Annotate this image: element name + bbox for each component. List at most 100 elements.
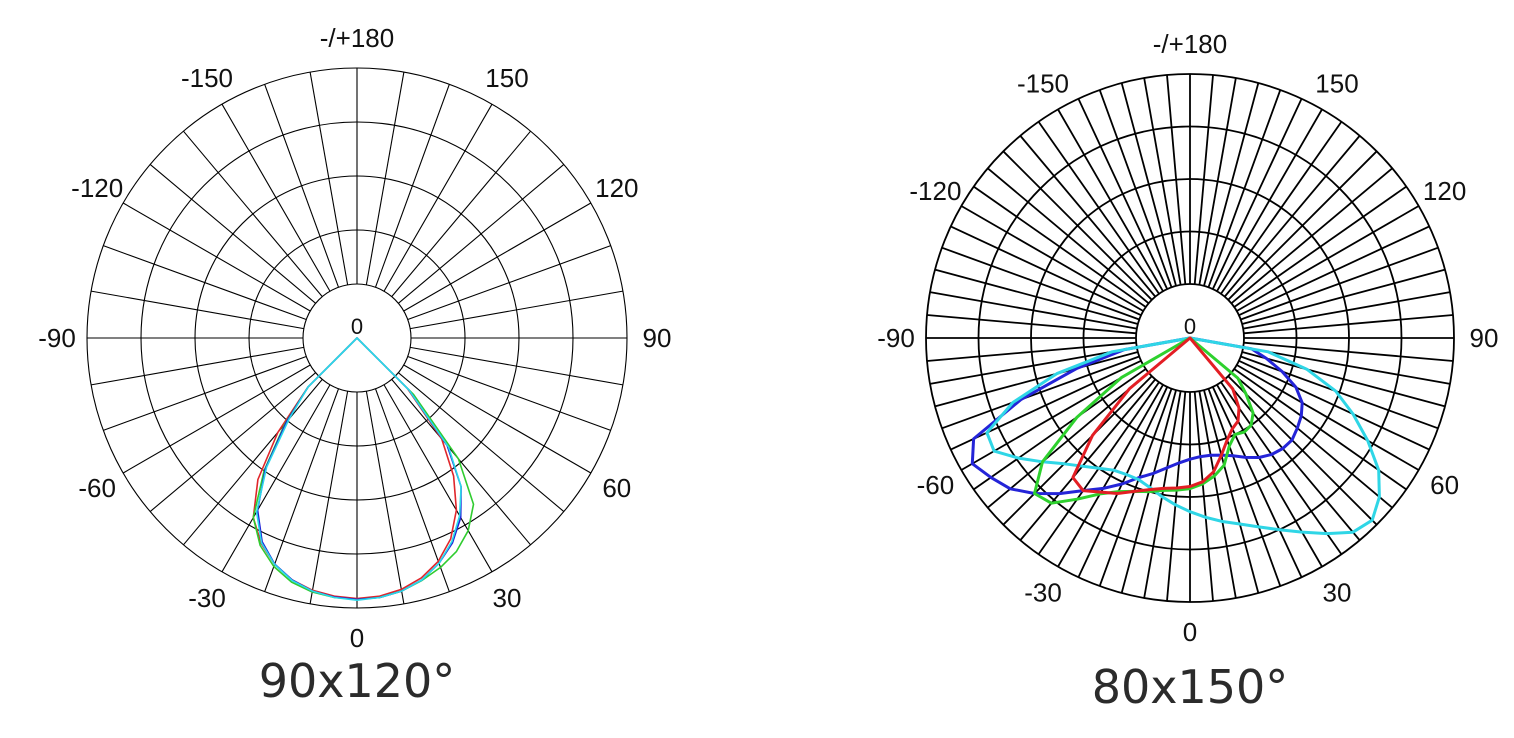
grid-spoke bbox=[1002, 150, 1153, 301]
grid-spoke bbox=[1224, 378, 1361, 541]
grid-spoke bbox=[1241, 268, 1446, 325]
grid-spoke bbox=[264, 388, 340, 592]
angle-label: -120 bbox=[71, 173, 123, 203]
grid-spoke bbox=[407, 355, 611, 431]
grid-spoke bbox=[1243, 291, 1451, 330]
grid-spoke bbox=[950, 360, 1142, 451]
grid-spoke bbox=[934, 268, 1139, 325]
angle-label: -/+180 bbox=[1153, 29, 1227, 59]
grid-spoke bbox=[1120, 82, 1177, 287]
series-curve-1 bbox=[252, 337, 458, 600]
grid-spoke bbox=[1212, 98, 1303, 290]
grid-spoke bbox=[1098, 388, 1173, 587]
grid-spoke bbox=[929, 346, 1137, 385]
grid-spoke bbox=[1207, 89, 1282, 288]
angle-label: 60 bbox=[602, 473, 631, 503]
angle-label: 90 bbox=[643, 323, 672, 353]
angle-label: -/+180 bbox=[320, 23, 394, 53]
grid-spoke bbox=[309, 72, 349, 285]
grid-spoke bbox=[398, 372, 565, 512]
grid-spoke bbox=[374, 84, 450, 288]
grid-spoke bbox=[960, 364, 1144, 471]
grid-spoke bbox=[221, 384, 331, 573]
grid-spoke bbox=[1019, 135, 1156, 298]
grid-spoke bbox=[926, 341, 1137, 362]
grid-spoke bbox=[950, 225, 1142, 316]
grid-spoke bbox=[1203, 389, 1260, 594]
grid-spoke bbox=[103, 355, 307, 431]
grid-spoke bbox=[1057, 108, 1164, 292]
grid-spoke bbox=[1233, 185, 1407, 308]
grid-spoke bbox=[926, 314, 1137, 335]
grid-spoke bbox=[1037, 121, 1160, 295]
grid-spoke bbox=[1193, 74, 1214, 285]
grid-spoke bbox=[149, 164, 316, 304]
grid-spoke bbox=[1227, 375, 1378, 526]
angle-label: 0 bbox=[1183, 617, 1197, 647]
grid-spoke bbox=[365, 391, 405, 604]
grid-spoke bbox=[1212, 386, 1303, 578]
angle-label: -90 bbox=[877, 323, 915, 353]
grid-spoke bbox=[1019, 378, 1156, 541]
polar-chart-90x120: -/+180-150 150-120 120-90 90-60 60-30 300090x… bbox=[38, 23, 671, 708]
grid-spoke bbox=[1216, 384, 1323, 568]
grid-spoke bbox=[987, 167, 1150, 304]
series-curve-3 bbox=[1033, 336, 1255, 505]
grid-spoke bbox=[1166, 74, 1187, 285]
grid-spoke bbox=[1166, 391, 1187, 602]
grid-spoke bbox=[1057, 384, 1164, 568]
beam-angle-caption: 90x120° bbox=[259, 654, 456, 708]
grid-spoke bbox=[1077, 98, 1168, 290]
grid-spoke bbox=[1193, 391, 1214, 602]
grid-spoke bbox=[1236, 364, 1420, 471]
grid-spoke bbox=[374, 388, 450, 592]
grid-spoke bbox=[383, 103, 493, 292]
angle-label: -90 bbox=[38, 323, 76, 353]
angle-label: -120 bbox=[909, 176, 961, 206]
grid-spoke bbox=[1143, 391, 1182, 599]
grid-spoke bbox=[1143, 77, 1182, 285]
angle-label: 90 bbox=[1470, 323, 1499, 353]
grid-spoke bbox=[403, 202, 592, 312]
angle-label: 30 bbox=[493, 583, 522, 613]
grid-spoke bbox=[1002, 375, 1153, 526]
center-label: 0 bbox=[351, 314, 363, 339]
grid-spoke bbox=[1198, 77, 1237, 285]
grid-spoke bbox=[1243, 346, 1451, 385]
angle-label: -60 bbox=[917, 470, 955, 500]
grid-spoke bbox=[309, 391, 349, 604]
angle-label: -150 bbox=[1017, 68, 1069, 98]
grid-spoke bbox=[987, 372, 1150, 509]
grid-spoke bbox=[391, 379, 531, 546]
grid-spoke bbox=[91, 290, 304, 330]
grid-spoke bbox=[1230, 372, 1393, 509]
grid-spoke bbox=[365, 72, 405, 285]
grid-spoke bbox=[1230, 167, 1393, 304]
angle-label: 120 bbox=[1423, 176, 1466, 206]
grid-spoke bbox=[221, 103, 331, 292]
grid-spoke bbox=[960, 205, 1144, 312]
grid-spoke bbox=[1243, 314, 1454, 335]
angle-label: 150 bbox=[1315, 68, 1358, 98]
series-curve-4 bbox=[1071, 336, 1241, 495]
grid-spoke bbox=[929, 291, 1137, 330]
grid-spoke bbox=[1238, 360, 1430, 451]
series-curve-4 bbox=[255, 337, 462, 601]
grid-spoke bbox=[973, 185, 1147, 308]
grid-spoke bbox=[1098, 89, 1173, 288]
grid-spoke bbox=[407, 245, 611, 321]
grid-spoke bbox=[91, 346, 304, 386]
grid-spoke bbox=[1240, 246, 1439, 321]
grid-spoke bbox=[1220, 121, 1343, 295]
grid-spoke bbox=[941, 246, 1140, 321]
grid-spoke bbox=[1243, 341, 1454, 362]
grid-spoke bbox=[1240, 355, 1439, 430]
grid-spoke bbox=[1236, 205, 1420, 312]
grid-spoke bbox=[149, 372, 316, 512]
angle-label: -60 bbox=[78, 473, 116, 503]
grid-spoke bbox=[1198, 391, 1237, 599]
grid-spoke bbox=[941, 355, 1140, 430]
grid-spoke bbox=[1224, 135, 1361, 298]
series-curve-1 bbox=[970, 336, 1304, 496]
grid-spoke bbox=[398, 164, 565, 304]
